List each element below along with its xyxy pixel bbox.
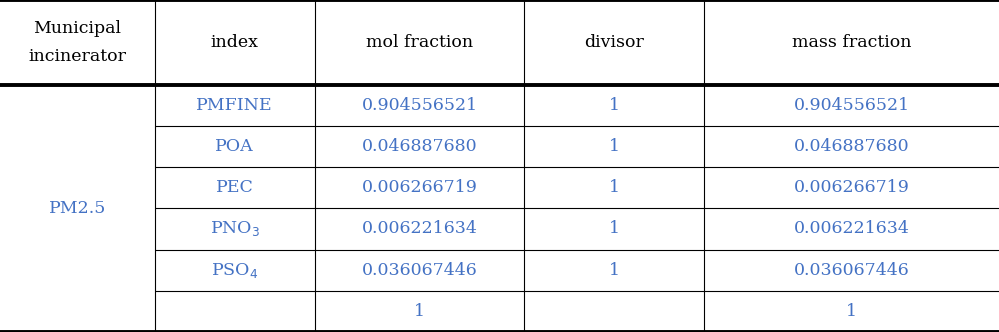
Text: 0.904556521: 0.904556521: [362, 97, 478, 114]
Text: 0.006266719: 0.006266719: [362, 179, 478, 196]
Text: 1: 1: [846, 303, 857, 320]
Text: index: index: [211, 34, 259, 51]
Text: PMFINE: PMFINE: [197, 97, 273, 114]
Text: 1: 1: [608, 179, 620, 196]
Text: 0.006221634: 0.006221634: [794, 220, 909, 237]
Text: 1: 1: [608, 262, 620, 279]
Text: 0.904556521: 0.904556521: [793, 97, 910, 114]
Text: 1: 1: [414, 303, 426, 320]
Text: 1: 1: [608, 97, 620, 114]
Text: 0.036067446: 0.036067446: [362, 262, 478, 279]
Text: Municipal
incinerator: Municipal incinerator: [28, 20, 127, 64]
Text: 0.036067446: 0.036067446: [794, 262, 909, 279]
Text: PNO$_3$: PNO$_3$: [210, 219, 260, 238]
Text: PM2.5: PM2.5: [49, 200, 106, 217]
Text: 0.006221634: 0.006221634: [362, 220, 478, 237]
Text: 1: 1: [608, 138, 620, 155]
Text: 0.046887680: 0.046887680: [794, 138, 909, 155]
Text: PEC: PEC: [216, 179, 254, 196]
Text: 0.046887680: 0.046887680: [362, 138, 478, 155]
Text: divisor: divisor: [584, 34, 644, 51]
Text: mol fraction: mol fraction: [366, 34, 474, 51]
Text: POA: POA: [216, 138, 254, 155]
Text: 0.006266719: 0.006266719: [794, 179, 909, 196]
Text: PSO$_4$: PSO$_4$: [211, 261, 259, 280]
Text: mass fraction: mass fraction: [792, 34, 911, 51]
Text: 1: 1: [608, 220, 620, 237]
